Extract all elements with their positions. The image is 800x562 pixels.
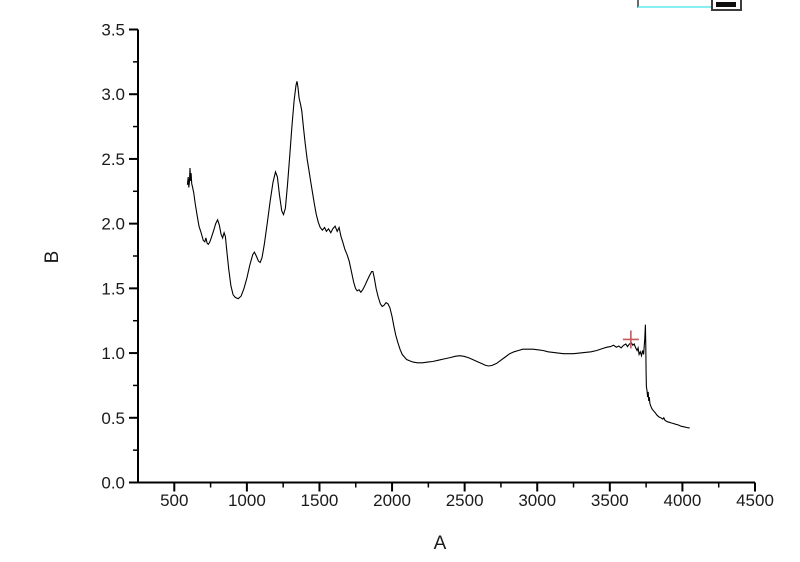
y-tick-label: 3.0 — [101, 85, 125, 104]
axis-ticks — [129, 28, 756, 492]
axes — [137, 29, 755, 484]
y-tick-label: 1.5 — [101, 279, 125, 298]
data-reader-cross-icon — [622, 330, 639, 349]
y-tick-label: 0.5 — [101, 409, 125, 428]
x-tick-label: 1500 — [301, 491, 339, 510]
axis-tick-labels: 500 1000 1500 2000 2500 3000 3500 4000 4500 0.0 0.… — [101, 21, 774, 511]
y-tick-label: 2.0 — [101, 215, 125, 234]
x-axis-title: A — [434, 533, 447, 554]
x-tick-label: 4500 — [736, 491, 774, 510]
y-tick-label: 1.0 — [101, 344, 125, 363]
minimize-icon — [716, 2, 736, 7]
annotation-box[interactable] — [637, 0, 712, 8]
x-tick-label: 2000 — [373, 491, 411, 510]
minimize-button[interactable] — [711, 0, 742, 11]
x-tick-label: 1000 — [228, 491, 266, 510]
y-tick-label: 0.0 — [101, 474, 125, 493]
x-tick-label: 2500 — [446, 491, 484, 510]
x-tick-label: 500 — [160, 491, 188, 510]
y-tick-label: 3.5 — [101, 21, 125, 40]
x-tick-label: 3000 — [518, 491, 556, 510]
spectrum-curve[interactable] — [186, 81, 690, 429]
y-axis-title: B — [42, 251, 63, 264]
y-tick-label: 2.5 — [101, 150, 125, 169]
x-tick-label: 3500 — [591, 491, 629, 510]
x-tick-label: 4000 — [663, 491, 701, 510]
